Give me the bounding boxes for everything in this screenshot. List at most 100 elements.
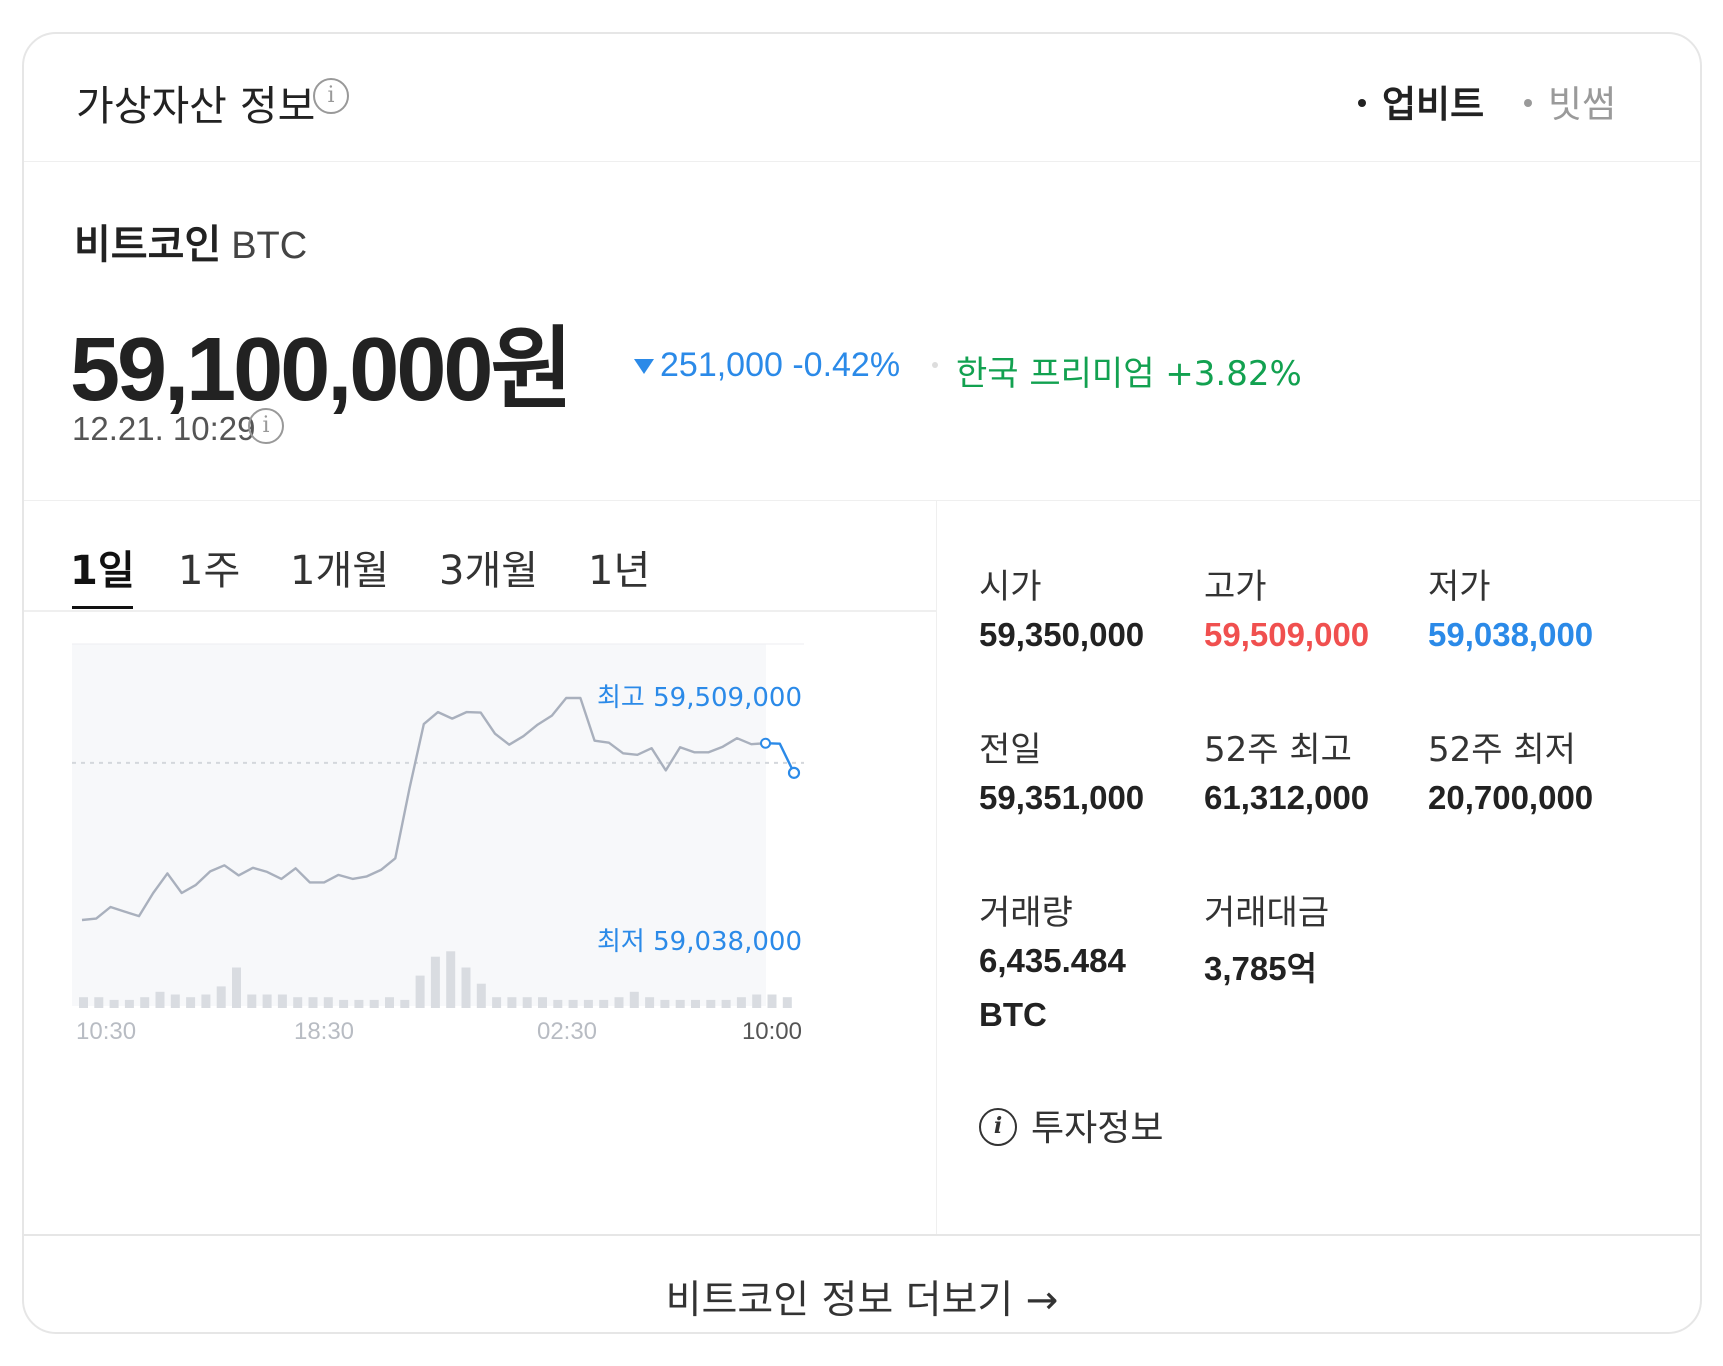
divider xyxy=(24,500,1700,501)
tab-1week[interactable]: 1주 xyxy=(178,548,241,594)
volume-bar xyxy=(736,997,746,1008)
timestamp-info-icon[interactable]: i xyxy=(248,408,284,444)
exchange-label: 업비트 xyxy=(1382,83,1485,126)
selected-dot-icon xyxy=(1358,98,1366,107)
volume-bar xyxy=(645,997,655,1008)
stat-value: 3,785억 xyxy=(1204,950,1317,987)
volume-bar xyxy=(155,991,165,1008)
footer-divider xyxy=(24,1234,1700,1236)
price-line-recent xyxy=(765,742,796,774)
stat-value: 59,509,000 xyxy=(1204,616,1370,653)
stat-label: 전일 xyxy=(979,730,1042,770)
volume-bar xyxy=(339,999,349,1008)
volume-bar xyxy=(706,999,716,1008)
chart-background xyxy=(72,644,766,1006)
active-tab-underline xyxy=(72,606,133,609)
high-label: 최고 59,509,000 xyxy=(597,683,802,713)
x-tick-label: 10:30 xyxy=(76,1018,136,1045)
stat-label: 저가 xyxy=(1428,567,1491,607)
volume-bar xyxy=(660,999,670,1008)
x-tick-label: 10:00 xyxy=(742,1018,802,1045)
price-unit: 원 xyxy=(490,317,574,422)
volume-bar xyxy=(522,997,532,1008)
stat-value: 59,351,000 xyxy=(979,779,1145,816)
volume-bar xyxy=(614,997,624,1008)
volume-bar xyxy=(461,967,471,1008)
tab-3month[interactable]: 3개월 xyxy=(439,548,539,594)
info-icon[interactable]: i xyxy=(313,78,349,114)
stat-label: 거래량 xyxy=(979,893,1073,933)
stat-value: 61,312,000 xyxy=(1204,779,1370,816)
x-tick-label: 02:30 xyxy=(537,1018,597,1045)
tab-1day[interactable]: 1일 xyxy=(70,548,135,594)
volume-bar xyxy=(752,994,762,1008)
volume-bar xyxy=(476,983,486,1008)
volume-bar xyxy=(354,999,364,1008)
arrow-right-icon: → xyxy=(1025,1278,1059,1323)
separator-dot xyxy=(932,362,938,368)
vertical-divider xyxy=(936,500,937,1234)
volume-bar xyxy=(124,999,134,1008)
volume-bar xyxy=(446,951,456,1008)
change-value: 251,000 -0.42% xyxy=(660,346,901,384)
coin-symbol: BTC xyxy=(231,225,308,267)
volume-bar xyxy=(277,994,287,1008)
volume-bar xyxy=(186,997,196,1008)
crypto-card: 가상자산 정보 i 업비트 빗썸 비트코인 BTC 59,100,000원 251… xyxy=(22,32,1702,1334)
stat-value: 6,435.484 xyxy=(979,942,1126,979)
recent-point-marker xyxy=(760,737,772,749)
info-icon: i xyxy=(979,1108,1017,1146)
down-triangle-icon xyxy=(634,359,654,374)
volume-bar xyxy=(323,997,333,1008)
unselected-dot-icon xyxy=(1524,98,1532,107)
volume-bar xyxy=(94,997,104,1008)
current-price: 59,100,000원 xyxy=(70,296,573,426)
stat-label: 고가 xyxy=(1204,567,1267,607)
volume-bar xyxy=(629,991,639,1008)
price-change: 251,000 -0.42% xyxy=(634,346,900,385)
stat-label: 시가 xyxy=(979,567,1042,607)
volume-bar xyxy=(675,999,685,1008)
more-info-label: 비트코인 정보 더보기 xyxy=(665,1278,1014,1323)
volume-bar xyxy=(308,997,318,1008)
stat-value: 59,350,000 xyxy=(979,616,1145,653)
stat-label: 52주 최저 xyxy=(1428,730,1576,770)
timestamp-text: 12.21. 10:29 xyxy=(72,410,256,447)
korea-premium: 한국 프리미엄 +3.82% xyxy=(956,354,1302,394)
more-info-button[interactable]: 비트코인 정보 더보기 → xyxy=(24,1236,1700,1334)
price-line xyxy=(81,696,766,922)
stat-value-unit: BTC xyxy=(979,996,1047,1033)
coin-name: 비트코인 xyxy=(74,222,222,268)
price-chart: 최고 59,509,000 최저 59,038,000 10:30 18:30 02:3… xyxy=(72,643,804,1045)
period-tabs: 1일 1주 1개월 3개월 1년 xyxy=(24,500,936,612)
current-point-marker xyxy=(787,766,801,779)
invest-info-link[interactable]: i 투자정보 xyxy=(979,1099,1163,1151)
price-value: 59,100,000 xyxy=(70,320,493,420)
timestamp: 12.21. 10:29 xyxy=(72,410,256,448)
exchange-bithumb[interactable]: 빗썸 xyxy=(1524,74,1616,128)
volume-bar xyxy=(721,999,731,1008)
volume-bar xyxy=(385,997,394,1008)
volume-bar xyxy=(538,997,547,1008)
stat-label: 52주 최고 xyxy=(1204,730,1352,770)
invest-info-label: 투자정보 xyxy=(1031,1108,1164,1149)
volume-bar xyxy=(400,999,410,1008)
card-header: 가상자산 정보 i 업비트 빗썸 xyxy=(24,34,1700,162)
exchange-upbit[interactable]: 업비트 xyxy=(1358,74,1484,128)
volume-bar xyxy=(109,999,119,1008)
volume-bar xyxy=(216,986,226,1008)
volume-bar xyxy=(79,997,88,1008)
tab-1year[interactable]: 1년 xyxy=(588,548,651,594)
volume-bar xyxy=(415,975,425,1008)
coin-title: 비트코인 BTC xyxy=(74,212,307,270)
volume-bar xyxy=(430,956,440,1008)
volume-bar xyxy=(293,997,303,1008)
volume-bar xyxy=(140,997,150,1008)
volume-bar xyxy=(568,999,578,1008)
tab-1month[interactable]: 1개월 xyxy=(290,548,390,594)
volume-bar xyxy=(782,997,792,1008)
volume-bar xyxy=(262,994,272,1008)
low-label: 최저 59,038,000 xyxy=(597,927,802,957)
card-title: 가상자산 정보 xyxy=(76,82,316,130)
volume-bar xyxy=(691,999,700,1008)
